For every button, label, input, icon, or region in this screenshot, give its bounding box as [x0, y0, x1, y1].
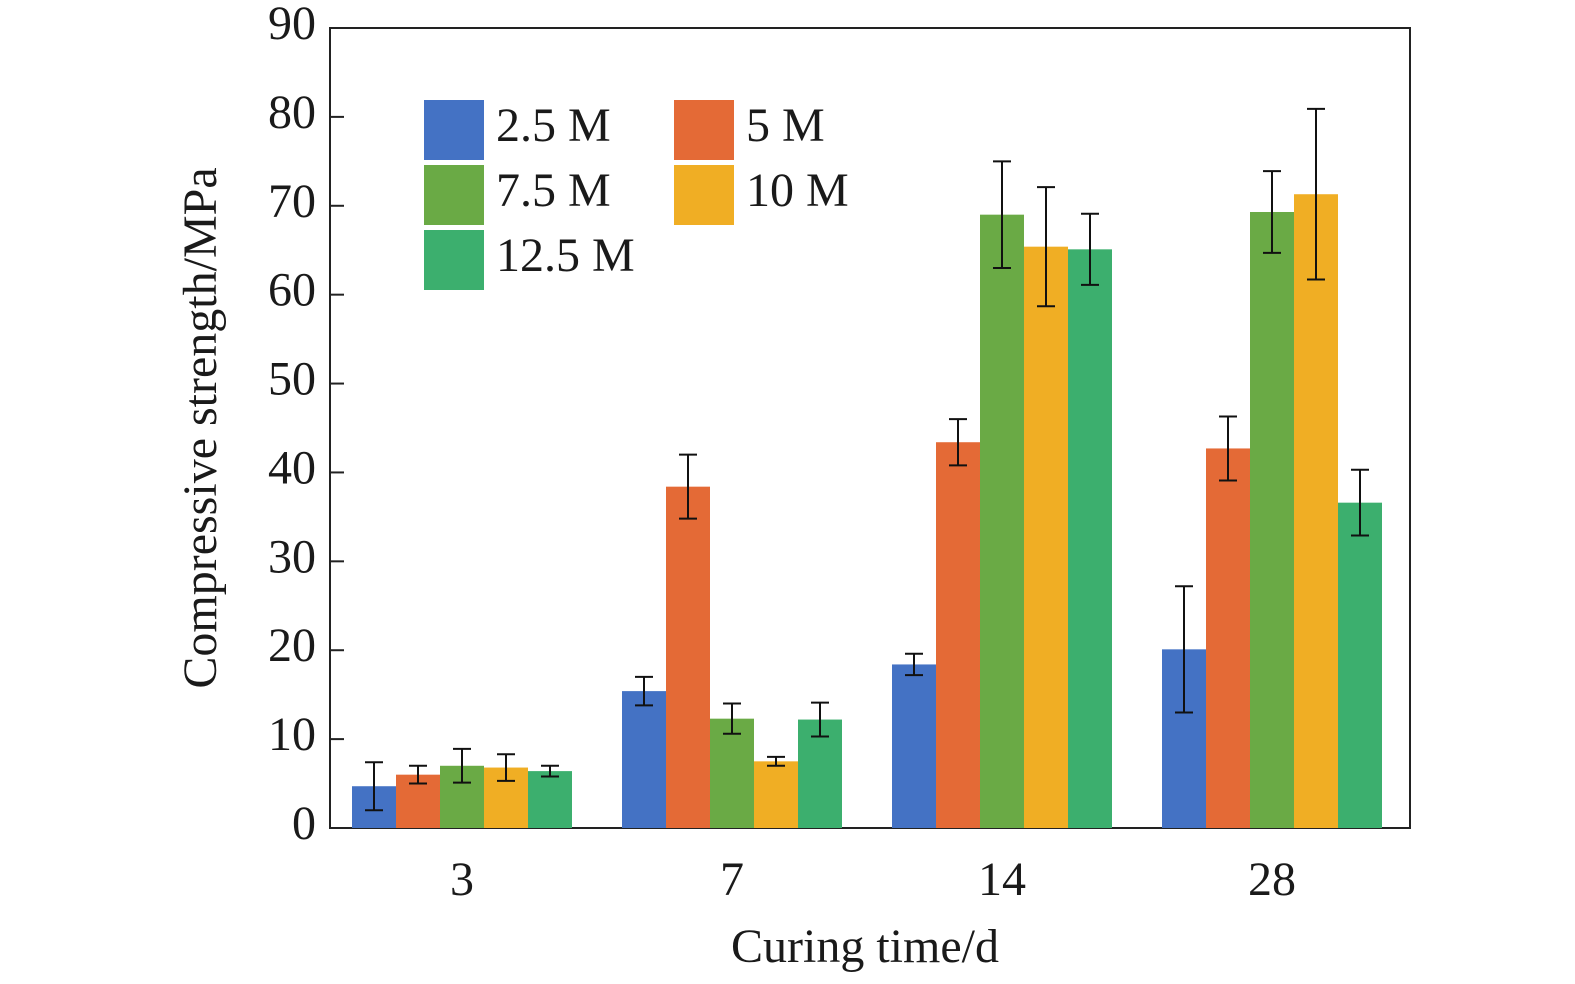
bar-5-m-14: [936, 442, 980, 828]
y-tick-label: 60: [268, 264, 316, 317]
x-tick-label: 14: [978, 853, 1026, 906]
bar-12-5-m-3: [528, 771, 572, 828]
bar-2-5-m-7: [622, 691, 666, 828]
bar-10-m-7: [754, 761, 798, 828]
x-tick-label: 3: [450, 853, 474, 906]
legend-swatch: [424, 165, 484, 225]
y-tick-label: 20: [268, 619, 316, 672]
bar-5-m-28: [1206, 448, 1250, 828]
legend-swatch: [424, 230, 484, 290]
x-axis-label: Curing time/d: [731, 920, 999, 973]
y-tick-label: 90: [268, 0, 316, 50]
y-tick-label: 50: [268, 353, 316, 406]
y-tick-label: 10: [268, 708, 316, 761]
bar-10-m-28: [1294, 194, 1338, 828]
bar-7-5-m-14: [980, 214, 1024, 828]
legend-label: 12.5 M: [496, 229, 635, 282]
legend-swatch: [674, 100, 734, 160]
legend: 2.5 M 5 M 7.5 M 10 M 12.5 M: [424, 99, 849, 290]
bar-2-5-m-14: [892, 664, 936, 828]
y-tick-label: 80: [268, 86, 316, 139]
legend-swatch: [674, 165, 734, 225]
y-axis-label: Compressive strength/MPa: [174, 167, 227, 688]
bar-7-5-m-28: [1250, 212, 1294, 828]
bar-12-5-m-14: [1068, 249, 1112, 829]
y-tick-label: 40: [268, 441, 316, 494]
y-tick-label: 70: [268, 175, 316, 228]
bar-12-5-m-7: [798, 719, 842, 828]
y-tick-label: 30: [268, 530, 316, 583]
y-axis: 0 10 20 30 40 50 60 70 80 90: [268, 0, 344, 850]
legend-label: 2.5 M: [496, 99, 611, 152]
plot-frame: [329, 27, 1411, 829]
y-tick-label: 0: [292, 797, 316, 850]
bar-12-5-m-28: [1338, 502, 1382, 828]
bar-7-5-m-7: [710, 718, 754, 828]
legend-label: 5 M: [746, 99, 825, 152]
legend-label: 7.5 M: [496, 164, 611, 217]
x-axis: 3 7 14 28: [450, 853, 1296, 906]
error-bars-layer: [365, 107, 1369, 812]
legend-label: 10 M: [746, 164, 849, 217]
bar-5-m-7: [666, 486, 710, 828]
legend-swatch: [424, 100, 484, 160]
bars-layer: [352, 194, 1382, 829]
bar-10-m-14: [1024, 246, 1068, 828]
x-tick-label: 28: [1248, 853, 1296, 906]
x-tick-label: 7: [720, 853, 744, 906]
